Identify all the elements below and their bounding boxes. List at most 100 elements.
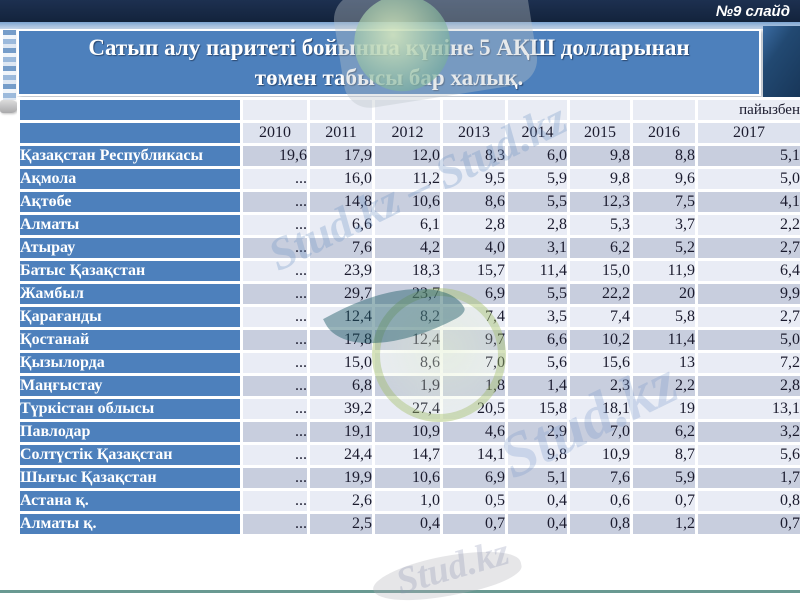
value-cell: 5,2 — [632, 237, 697, 260]
region-cell: Жамбыл — [19, 283, 242, 306]
year-header: 2015 — [569, 122, 632, 145]
value-cell: 20 — [632, 283, 697, 306]
region-cell: Павлодар — [19, 421, 242, 444]
year-header: 2017 — [697, 122, 800, 145]
value-cell: 27,4 — [374, 398, 442, 421]
value-cell: 14,8 — [309, 191, 374, 214]
value-cell: 5,5 — [507, 191, 569, 214]
region-cell: Қазақстан Республикасы — [19, 145, 242, 168]
value-cell: 19,1 — [309, 421, 374, 444]
region-cell: Батыс Қазақстан — [19, 260, 242, 283]
value-cell: 6,9 — [442, 467, 507, 490]
value-cell: 6,6 — [309, 214, 374, 237]
value-cell: 4,0 — [442, 237, 507, 260]
value-cell: 1,8 — [442, 375, 507, 398]
value-cell: 6,2 — [632, 421, 697, 444]
header-blank-cell — [632, 99, 697, 122]
region-cell: Астана қ. — [19, 490, 242, 513]
value-cell: 12,4 — [309, 306, 374, 329]
value-cell: 9,8 — [569, 145, 632, 168]
value-cell: 3,1 — [507, 237, 569, 260]
value-cell: 11,2 — [374, 168, 442, 191]
region-cell: Шығыс Қазақстан — [19, 467, 242, 490]
value-cell: 5,6 — [697, 444, 800, 467]
value-cell: ... — [242, 191, 309, 214]
value-cell: 0,5 — [442, 490, 507, 513]
value-cell: 4,2 — [374, 237, 442, 260]
value-cell: 14,7 — [374, 444, 442, 467]
value-cell: 6,2 — [569, 237, 632, 260]
value-cell: 22,2 — [569, 283, 632, 306]
year-header: 2014 — [507, 122, 569, 145]
value-cell: 16,0 — [309, 168, 374, 191]
value-cell: 6,1 — [374, 214, 442, 237]
value-cell: 10,2 — [569, 329, 632, 352]
value-cell: 5,3 — [569, 214, 632, 237]
year-header: 2012 — [374, 122, 442, 145]
value-cell: 0,4 — [507, 490, 569, 513]
region-cell: Қарағанды — [19, 306, 242, 329]
value-cell: 5,0 — [697, 329, 800, 352]
value-cell: 15,7 — [442, 260, 507, 283]
value-cell: 7,4 — [569, 306, 632, 329]
value-cell: 19,9 — [309, 467, 374, 490]
value-cell: 17,8 — [309, 329, 374, 352]
value-cell: ... — [242, 513, 309, 536]
value-cell: ... — [242, 214, 309, 237]
value-cell: 19,6 — [242, 145, 309, 168]
value-cell: 2,8 — [507, 214, 569, 237]
value-cell: 9,9 — [697, 283, 800, 306]
value-cell: 1,9 — [374, 375, 442, 398]
header-accent-strip — [0, 22, 800, 29]
value-cell: 7,4 — [442, 306, 507, 329]
slide-number-badge: №9 слайд — [716, 3, 790, 20]
slide-title-line2: төмен табысы бар халық. — [255, 63, 523, 93]
slide-title: Сатып алу паритеті бойынша күніне 5 АҚШ … — [17, 29, 761, 96]
value-cell: 8,7 — [632, 444, 697, 467]
region-cell: Ақмола — [19, 168, 242, 191]
value-cell: ... — [242, 306, 309, 329]
value-cell: 6,0 — [507, 145, 569, 168]
region-cell: Қостанай — [19, 329, 242, 352]
ornament-base-decoration — [0, 100, 18, 113]
header-blank-cell — [569, 99, 632, 122]
value-cell: 5,9 — [507, 168, 569, 191]
region-cell: Қызылорда — [19, 352, 242, 375]
value-cell: 8,2 — [374, 306, 442, 329]
value-cell: 7,6 — [569, 467, 632, 490]
value-cell: 8,3 — [442, 145, 507, 168]
region-cell: Түркістан облысы — [19, 398, 242, 421]
value-cell: 2,9 — [507, 421, 569, 444]
value-cell: 10,9 — [569, 444, 632, 467]
value-cell: 29,7 — [309, 283, 374, 306]
value-cell: 5,6 — [507, 352, 569, 375]
value-cell: 39,2 — [309, 398, 374, 421]
value-cell: 5,1 — [697, 145, 800, 168]
region-cell: Солтүстік Қазақстан — [19, 444, 242, 467]
value-cell: 15,6 — [569, 352, 632, 375]
value-cell: 10,6 — [374, 467, 442, 490]
value-cell: 1,7 — [697, 467, 800, 490]
value-cell: 2,5 — [309, 513, 374, 536]
value-cell: ... — [242, 260, 309, 283]
value-cell: 2,2 — [697, 214, 800, 237]
year-header: 2010 — [242, 122, 309, 145]
value-cell: ... — [242, 283, 309, 306]
value-cell: ... — [242, 490, 309, 513]
value-cell: 2,8 — [697, 375, 800, 398]
value-cell: 15,8 — [507, 398, 569, 421]
value-cell: 7,0 — [442, 352, 507, 375]
value-cell: 8,6 — [374, 352, 442, 375]
value-cell: ... — [242, 421, 309, 444]
value-cell: 4,1 — [697, 191, 800, 214]
